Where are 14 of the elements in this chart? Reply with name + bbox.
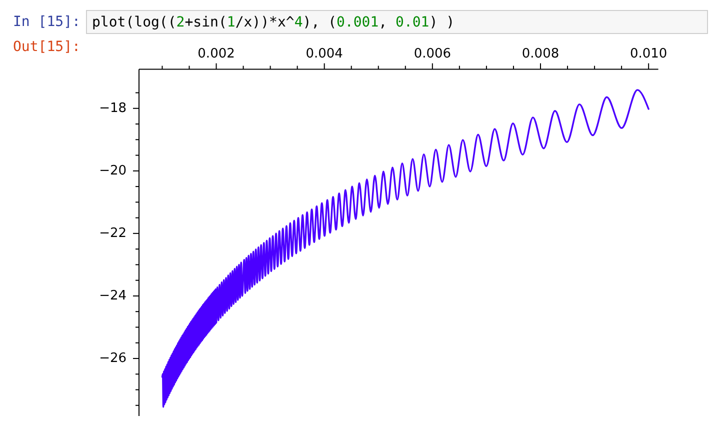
y-tick-label: −24	[99, 288, 126, 304]
y-tick-label: −26	[99, 350, 126, 366]
x-tick-label: 0.004	[306, 46, 343, 62]
text: In [15]:	[13, 14, 80, 30]
text: Out[15]:	[13, 39, 80, 55]
y-tick-label: −20	[99, 163, 126, 178]
x-tick-label: 0.002	[198, 46, 235, 62]
x-tick-label: 0.006	[414, 46, 452, 62]
y-tick-label: −18	[99, 100, 126, 116]
x-tick-label: 0.008	[522, 46, 560, 62]
x-tick-label: 0.010	[630, 46, 668, 62]
text: plot(log((2+sin(1/x))*x^4), (0.001, 0.01) )	[92, 14, 455, 30]
line-series	[161, 89, 650, 408]
y-tick-label: −22	[99, 226, 126, 241]
